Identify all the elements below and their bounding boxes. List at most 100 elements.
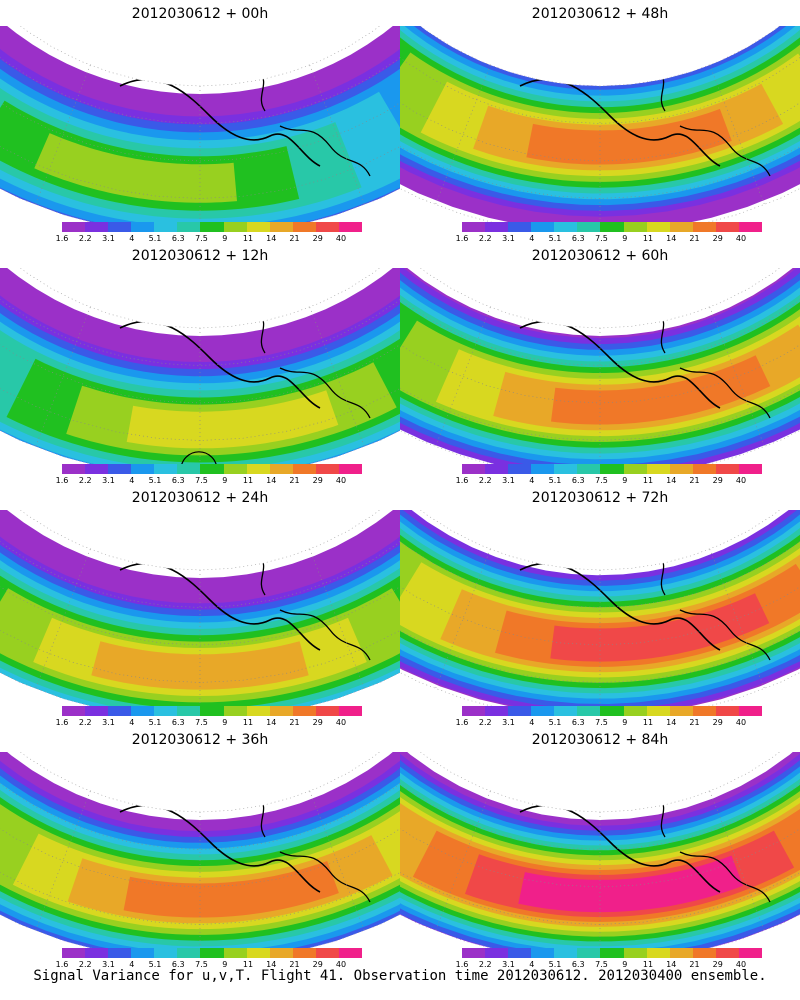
colorbar-tick-label: 11 [642,234,654,243]
graticule-parallel [400,268,800,404]
variance-level-band [526,108,732,165]
colorbar-swatch [154,706,178,716]
colorbar-swatch [669,948,693,958]
colorbar-swatch [131,464,155,474]
colorbar-tick-label: 1.6 [55,476,69,485]
variance-map [400,752,800,948]
colorbar-swatch [223,948,247,958]
colorbar-swatch [177,706,201,716]
colorbar-swatch [338,222,363,232]
colorbar-tick-label: 40 [735,476,747,485]
variance-map [0,268,400,464]
colorbar-swatch [485,706,509,716]
colorbar-tick-label: 14 [666,476,677,485]
colorbar-tick-label: 40 [735,234,747,243]
colorbar-tick-label: 29 [712,960,723,969]
colorbar-swatch [108,222,132,232]
colorbar-swatch [600,948,624,958]
colorbar-tick-label: 21 [289,960,300,969]
colorbar-tick-label: 14 [666,234,677,243]
colorbar-tick-label: 11 [242,476,254,485]
colorbar-swatch [508,706,532,716]
graticule-meridian [35,65,91,205]
variance-field [0,268,400,464]
panel-title: 2012030612 + 72h [531,490,669,506]
colorbar-tick-label: 3.1 [102,234,115,243]
colorbar-swatch [577,222,601,232]
colorbar-tick-label: 11 [642,476,654,485]
colorbar-tick-label: 11 [642,960,654,969]
colorbar-swatch [62,706,86,716]
colorbar-tick-label: 1.6 [455,960,469,969]
colorbar-swatch [462,464,486,474]
colorbar-swatch [554,222,578,232]
graticule-meridian [435,791,491,931]
colorbar-swatch [62,464,86,474]
colorbar-swatch [600,706,624,716]
colorbar-tick-label: 7.5 [595,476,608,485]
colorbar-swatch [269,222,293,232]
colorbar-tick-label: 6.3 [171,476,185,485]
colorbar-swatch [738,706,763,716]
colorbar-swatch [85,464,109,474]
colorbar-tick-label: 14 [666,960,677,969]
colorbar-swatch [131,948,155,958]
colorbar-tick-label: 21 [689,234,700,243]
colorbar-swatch [669,706,693,716]
colorbar-swatch [177,948,201,958]
colorbar-swatch [577,706,601,716]
colorbar-swatch [108,948,132,958]
colorbar-tick-label: 1.6 [455,476,469,485]
colorbar-tick-label: 9 [622,476,628,485]
colorbar-tick-label: 21 [289,234,300,243]
colorbar-swatch [200,464,224,474]
colorbar-tick-label: 29 [712,718,723,727]
colorbar-tick-label: 4 [129,960,135,969]
colorbar-swatch [269,948,293,958]
colorbar-tick-label: 2.2 [78,476,92,485]
colorbar-tick-label: 1.6 [455,234,469,243]
colorbar-swatch [692,222,716,232]
colorbar-swatch [223,706,247,716]
colorbar-tick-label: 7.5 [195,960,208,969]
colorbar-swatch [485,222,509,232]
map-panel: 2012030612 + 48h 1.6 2.2 3.1 4 5.1 6.3 7.5 9 11 14… [400,0,800,243]
variance-map [400,268,800,464]
colorbar-swatch [485,464,509,474]
variance-map [0,752,400,948]
colorbar-swatch [85,706,109,716]
colorbar-swatch [669,222,693,232]
colorbar-tick-label: 29 [312,234,323,243]
colorbar-swatch [531,464,555,474]
colorbar-tick-label: 7.5 [195,234,208,243]
colorbar-tick-label: 29 [712,476,723,485]
colorbar-tick-label: 6.3 [571,476,585,485]
colorbar-swatch [338,706,363,716]
colorbar-tick-label: 3.1 [502,234,515,243]
variance-level-band [518,855,744,913]
variance-level-band [551,355,771,425]
colorbar [462,706,763,716]
map-panel-grid: 2012030612 + 00h 1.6 2.2 3.1 4 5.1 6.3 7.5 9 11 14… [0,0,800,969]
colorbar-labels: 1.6 2.2 3.1 4 5.1 6.3 7.5 9 11 14 21 29 40 [454,476,774,486]
colorbar-swatch [246,464,270,474]
colorbar-swatch [715,948,739,958]
colorbar-tick-label: 40 [335,476,347,485]
colorbar-swatch [669,464,693,474]
colorbar-swatch [715,222,739,232]
colorbar-swatch [108,464,132,474]
colorbar-swatch [131,706,155,716]
colorbar-tick-label: 7.5 [595,718,608,727]
colorbar-tick-label: 4 [129,476,135,485]
colorbar-swatch [554,706,578,716]
colorbar-tick-label: 2.2 [478,234,492,243]
graticule-meridian [35,307,91,447]
colorbar-swatch [623,948,647,958]
graticule-parallel [0,510,400,646]
colorbar-tick-label: 1.6 [55,960,69,969]
panel-title: 2012030612 + 12h [131,248,269,264]
colorbar-tick-label: 40 [335,718,347,727]
colorbar-swatch [338,948,363,958]
colorbar-tick-label: 9 [222,476,228,485]
colorbar-tick-label: 1.6 [55,718,69,727]
